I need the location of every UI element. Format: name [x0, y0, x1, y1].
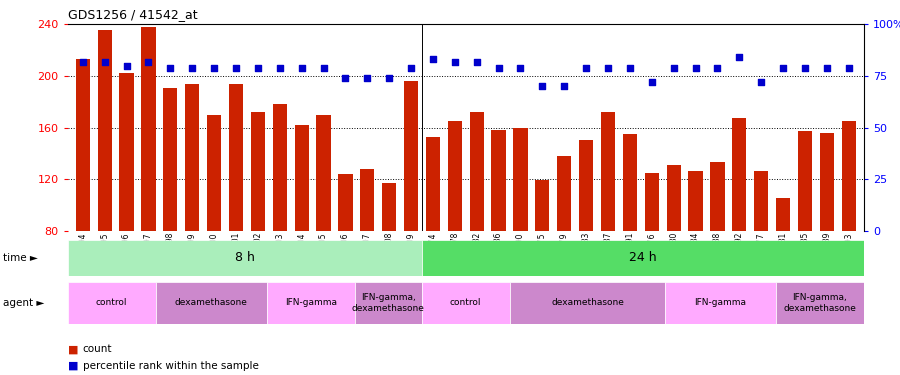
Bar — [623, 134, 637, 231]
Bar — [68, 240, 421, 276]
Bar — [601, 112, 615, 231]
Point — [491, 64, 506, 70]
Text: control: control — [96, 298, 128, 307]
Bar — [185, 84, 199, 231]
Bar — [776, 282, 864, 324]
Bar — [797, 131, 812, 231]
Bar — [710, 162, 724, 231]
Text: agent ►: agent ► — [3, 298, 44, 308]
Text: percentile rank within the sample: percentile rank within the sample — [83, 361, 258, 370]
Point — [141, 58, 156, 64]
Point — [426, 56, 440, 62]
Point — [820, 64, 834, 70]
Bar — [426, 136, 440, 231]
Point — [294, 64, 309, 70]
Bar — [97, 30, 112, 231]
Text: GDS1256 / 41542_at: GDS1256 / 41542_at — [68, 8, 197, 21]
Point — [163, 64, 177, 70]
Bar — [356, 282, 421, 324]
Text: IFN-gamma: IFN-gamma — [694, 298, 746, 307]
Text: time ►: time ► — [3, 253, 38, 263]
Point — [97, 58, 112, 64]
Bar — [688, 171, 703, 231]
Bar — [665, 282, 776, 324]
Bar — [510, 282, 665, 324]
Point — [557, 83, 572, 89]
Point — [273, 64, 287, 70]
Text: 24 h: 24 h — [629, 251, 657, 264]
Bar — [294, 125, 309, 231]
Bar — [421, 282, 510, 324]
Bar — [513, 128, 527, 231]
Text: count: count — [83, 345, 112, 354]
Bar — [644, 172, 659, 231]
Bar — [776, 198, 790, 231]
Text: dexamethasone: dexamethasone — [551, 298, 624, 307]
Bar — [251, 112, 265, 231]
Point — [185, 64, 200, 70]
Bar — [536, 180, 549, 231]
Point — [513, 64, 527, 70]
Point — [688, 64, 703, 70]
Bar — [382, 183, 396, 231]
Point — [316, 64, 330, 70]
Point — [382, 75, 396, 81]
Point — [229, 64, 243, 70]
Point — [470, 58, 484, 64]
Point — [842, 64, 856, 70]
Point — [536, 83, 550, 89]
Bar — [447, 121, 462, 231]
Point — [76, 58, 90, 64]
Bar — [338, 174, 353, 231]
Point — [579, 64, 593, 70]
Point — [644, 79, 659, 85]
Bar — [421, 240, 864, 276]
Point — [754, 79, 769, 85]
Bar — [579, 140, 593, 231]
Bar — [141, 27, 156, 231]
Bar — [733, 118, 746, 231]
Text: ■: ■ — [68, 345, 78, 354]
Bar — [76, 59, 90, 231]
Point — [338, 75, 353, 81]
Bar — [667, 165, 680, 231]
Point — [666, 64, 680, 70]
Bar — [820, 133, 834, 231]
Point — [710, 64, 724, 70]
Point — [360, 75, 374, 81]
Point — [776, 64, 790, 70]
Point — [404, 64, 419, 70]
Bar — [754, 171, 769, 231]
Bar — [68, 282, 156, 324]
Bar — [842, 121, 856, 231]
Text: IFN-gamma: IFN-gamma — [285, 298, 337, 307]
Bar — [163, 87, 177, 231]
Bar — [557, 156, 572, 231]
Text: dexamethasone: dexamethasone — [175, 298, 248, 307]
Text: IFN-gamma,
dexamethasone: IFN-gamma, dexamethasone — [783, 293, 856, 312]
Bar — [207, 115, 221, 231]
Bar — [404, 81, 419, 231]
Point — [623, 64, 637, 70]
Point — [207, 64, 221, 70]
Text: control: control — [450, 298, 482, 307]
Text: 8 h: 8 h — [235, 251, 255, 264]
Text: IFN-gamma,
dexamethasone: IFN-gamma, dexamethasone — [352, 293, 425, 312]
Bar — [229, 84, 243, 231]
Bar — [120, 74, 134, 231]
Bar — [360, 169, 374, 231]
Point — [447, 58, 462, 64]
Point — [601, 64, 616, 70]
Bar — [273, 104, 287, 231]
Text: ■: ■ — [68, 361, 78, 370]
Point — [732, 54, 746, 60]
Bar — [470, 112, 484, 231]
Point — [251, 64, 266, 70]
Bar — [491, 130, 506, 231]
Bar — [266, 282, 356, 324]
Point — [120, 63, 134, 69]
Point — [797, 64, 812, 70]
Bar — [156, 282, 266, 324]
Bar — [317, 115, 330, 231]
